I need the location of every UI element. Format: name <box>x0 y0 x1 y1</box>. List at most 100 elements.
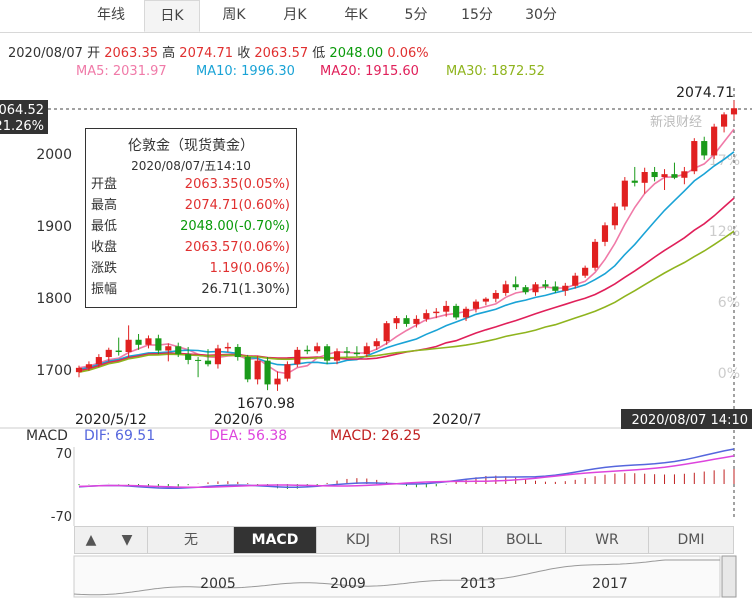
period-tabs: 年线 日K 周K 月K 年K 5分 15分 30分 <box>0 0 752 33</box>
y-tick-label: 2000 <box>36 147 72 163</box>
candle-body <box>611 206 618 226</box>
candle-body <box>155 338 162 351</box>
tab-month-k[interactable]: 月K <box>283 7 307 23</box>
ohlc-info: 2020/08/07 开 2063.35 高 2074.71 收 2063.57… <box>8 42 429 61</box>
tab-day-k[interactable]: 日K <box>144 0 200 32</box>
candle-body <box>552 286 559 291</box>
candle-body <box>582 267 589 276</box>
tooltip-row-high: 最高 2074.71(0.60%) <box>86 195 296 216</box>
overview-year-label: 2009 <box>330 576 366 592</box>
candle-body <box>423 313 430 319</box>
candle-body <box>373 341 380 347</box>
y-right-tick-label: 6% <box>718 295 740 311</box>
info-high: 2074.71 <box>179 46 234 61</box>
candle-body <box>671 174 678 178</box>
price-tag-price: 2064.52 <box>0 103 44 118</box>
macd-dea-line <box>78 455 735 489</box>
macd-axis-top: 70 <box>55 447 72 462</box>
candle-body <box>125 339 132 352</box>
candle-body <box>661 174 668 178</box>
candle-body <box>492 292 499 299</box>
candle-body <box>274 378 281 385</box>
indicator-dmi[interactable]: DMI <box>677 532 705 548</box>
candle-body <box>562 285 569 291</box>
scroll-up-button[interactable]: ▲ <box>85 532 97 548</box>
x-tick-label: 2020/5/12 <box>75 412 147 428</box>
candle-body <box>115 350 122 352</box>
candle-body <box>244 357 251 380</box>
tab-5min[interactable]: 5分 <box>404 7 428 23</box>
time-tag-text: 2020/08/07 14:10 <box>631 413 748 428</box>
candle-body <box>631 180 638 183</box>
candle-body <box>264 360 271 385</box>
candle-body <box>730 108 738 115</box>
candle-body <box>363 346 370 355</box>
macd-dea-label: DEA: 56.38 <box>209 428 287 444</box>
tooltip-value: 26.71(1.30%) <box>201 282 290 297</box>
tooltip-row-amplitude: 振幅 26.71(1.30%) <box>86 279 296 300</box>
tab-year-line[interactable]: 年线 <box>97 7 125 23</box>
tooltip-row-close: 收盘 2063.57(0.06%) <box>86 237 296 258</box>
info-close-label: 收 <box>237 46 251 61</box>
candle-body <box>621 180 628 207</box>
x-tick-label: 2020/6 <box>214 412 263 428</box>
tooltip-key: 振幅 <box>91 282 118 297</box>
candle-body <box>691 141 698 172</box>
y-tick-label: 1700 <box>36 363 72 379</box>
macd-dif-label: DIF: 69.51 <box>84 428 155 444</box>
y-right-tick-label: 12% <box>709 224 740 240</box>
tooltip-key: 收盘 <box>91 240 118 255</box>
candle-body <box>681 171 688 178</box>
candle-body <box>185 354 192 360</box>
ma20-legend: MA20: 1915.60 <box>320 64 419 79</box>
tooltip-value: 2048.00(-0.70%) <box>180 219 290 234</box>
tooltip-value: 1.19(0.06%) <box>209 261 290 276</box>
candle-body <box>304 349 311 352</box>
tooltip-key: 开盘 <box>91 177 118 192</box>
y-right-tick-label: 0% <box>718 366 740 382</box>
y-tick-label: 1900 <box>36 219 72 235</box>
candle-body <box>522 287 529 293</box>
tab-15min[interactable]: 15分 <box>461 7 493 23</box>
overview-year-label: 2017 <box>592 576 628 592</box>
candle-body <box>175 346 182 355</box>
tab-30min[interactable]: 30分 <box>525 7 557 23</box>
watermark: 新浪财经 <box>650 114 702 130</box>
tab-week-k[interactable]: 周K <box>222 7 246 23</box>
candle-body <box>234 346 241 358</box>
macd-axis-bottom: -70 <box>51 510 72 525</box>
price-tag-pct: 21.26% <box>0 119 44 134</box>
indicator-macd[interactable]: MACD <box>234 527 317 553</box>
candle-body <box>512 284 519 288</box>
scroll-down-button[interactable]: ▼ <box>107 527 148 553</box>
indicator-none[interactable]: 无 <box>149 527 234 553</box>
candle-body <box>343 351 351 353</box>
candle-body <box>502 284 509 293</box>
candle-body <box>75 367 83 373</box>
candle-body <box>651 172 658 178</box>
overview-frame <box>73 555 721 598</box>
candle-body <box>85 364 93 368</box>
ma30-legend: MA30: 1872.52 <box>446 64 545 79</box>
tooltip-value: 2074.71(0.60%) <box>184 198 290 213</box>
tab-year-k[interactable]: 年K <box>344 7 368 23</box>
indicator-boll[interactable]: BOLL <box>483 527 566 553</box>
overview-handle <box>721 555 737 598</box>
indicator-wr[interactable]: WR <box>566 527 649 553</box>
time-tag <box>621 409 752 429</box>
candle-body <box>711 126 718 156</box>
candle-body <box>214 348 222 365</box>
candle-body <box>701 141 708 156</box>
candle-body <box>453 305 460 318</box>
x-axis-labels: 2020/5/12 2020/6 2020/7 <box>75 412 482 428</box>
tooltip-key: 最高 <box>91 198 118 213</box>
candle-body <box>324 346 331 361</box>
indicator-rsi[interactable]: RSI <box>400 527 483 553</box>
candle-body <box>542 284 549 287</box>
y-tick-label: 1800 <box>36 291 72 307</box>
candle-body <box>433 311 440 314</box>
x-tick-label: 2020/7 <box>432 412 481 428</box>
indicator-kdj[interactable]: KDJ <box>317 527 400 553</box>
info-high-label: 高 <box>162 46 176 61</box>
